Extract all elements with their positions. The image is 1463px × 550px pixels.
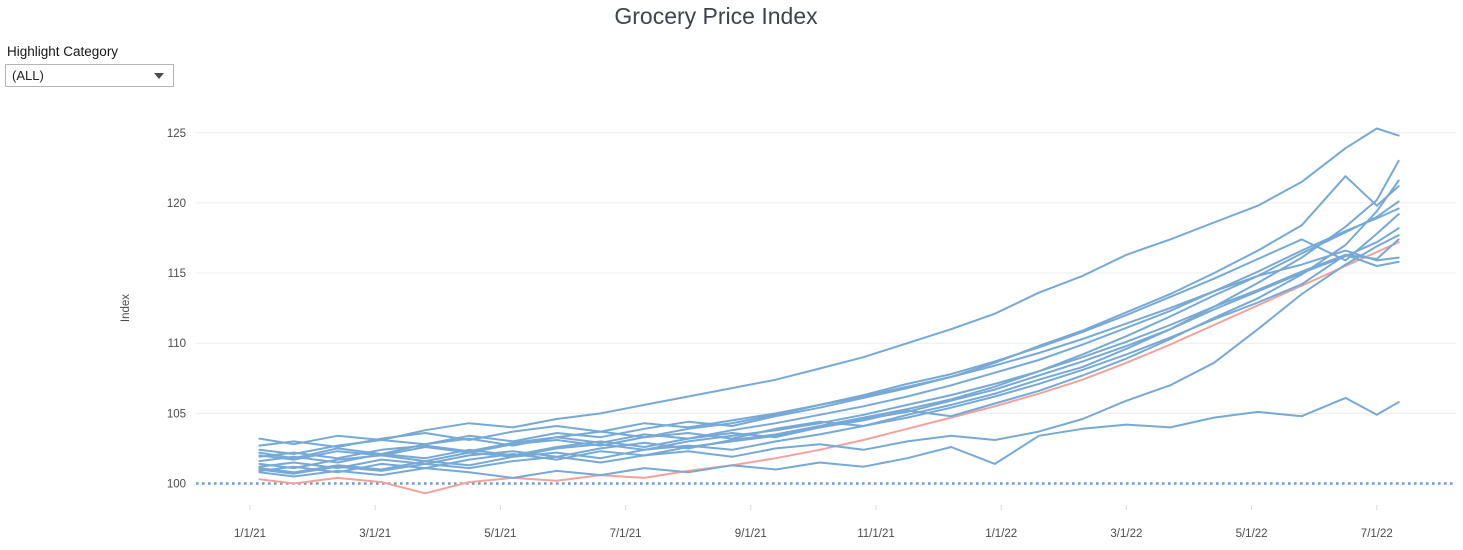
y-tick-label: 115 bbox=[168, 268, 186, 280]
series-line-series-14[interactable] bbox=[258, 127, 1400, 446]
series-line-series-02[interactable] bbox=[258, 396, 1400, 479]
series-line-series-01[interactable] bbox=[258, 241, 1400, 495]
x-tick-label: 3/1/22 bbox=[1110, 528, 1142, 540]
x-tick-label: 7/1/22 bbox=[1361, 528, 1393, 540]
y-tick-label: 120 bbox=[167, 198, 186, 210]
series-line-series-08[interactable] bbox=[258, 213, 1400, 460]
x-tick-label: 1/1/21 bbox=[234, 528, 266, 540]
x-tick-label: 5/1/21 bbox=[484, 528, 516, 540]
series-line-series-06[interactable] bbox=[258, 238, 1400, 470]
series-line-series-05[interactable] bbox=[258, 249, 1400, 448]
series-line-series-07[interactable] bbox=[258, 227, 1400, 474]
x-tick-label: 9/1/21 bbox=[735, 528, 767, 540]
series-line-series-09[interactable] bbox=[258, 207, 1400, 460]
y-tick-label: 110 bbox=[168, 338, 186, 350]
chart-title: Grocery Price Index bbox=[614, 3, 818, 29]
series-line-series-10[interactable] bbox=[258, 200, 1400, 470]
dropdown-selected-value: (ALL) bbox=[12, 68, 44, 83]
y-tick-label: 105 bbox=[167, 408, 186, 420]
x-tick-label: 1/1/22 bbox=[985, 528, 1017, 540]
x-tick-label: 7/1/21 bbox=[610, 528, 642, 540]
y-tick-label: 100 bbox=[167, 479, 186, 491]
y-tick-label: 125 bbox=[167, 128, 186, 140]
highlight-category-dropdown[interactable]: (ALL) bbox=[5, 64, 174, 87]
x-tick-label: 11/1/21 bbox=[857, 528, 895, 540]
chevron-down-icon bbox=[154, 72, 164, 79]
highlight-category-label: Highlight Category bbox=[7, 44, 119, 59]
series-line-series-11[interactable] bbox=[258, 175, 1400, 455]
series-line-series-03[interactable] bbox=[258, 234, 1400, 475]
series-line-series-13[interactable] bbox=[258, 159, 1400, 461]
series-line-series-12[interactable] bbox=[258, 179, 1400, 464]
x-tick-label: 3/1/21 bbox=[359, 528, 391, 540]
x-tick-label: 5/1/22 bbox=[1236, 528, 1268, 540]
